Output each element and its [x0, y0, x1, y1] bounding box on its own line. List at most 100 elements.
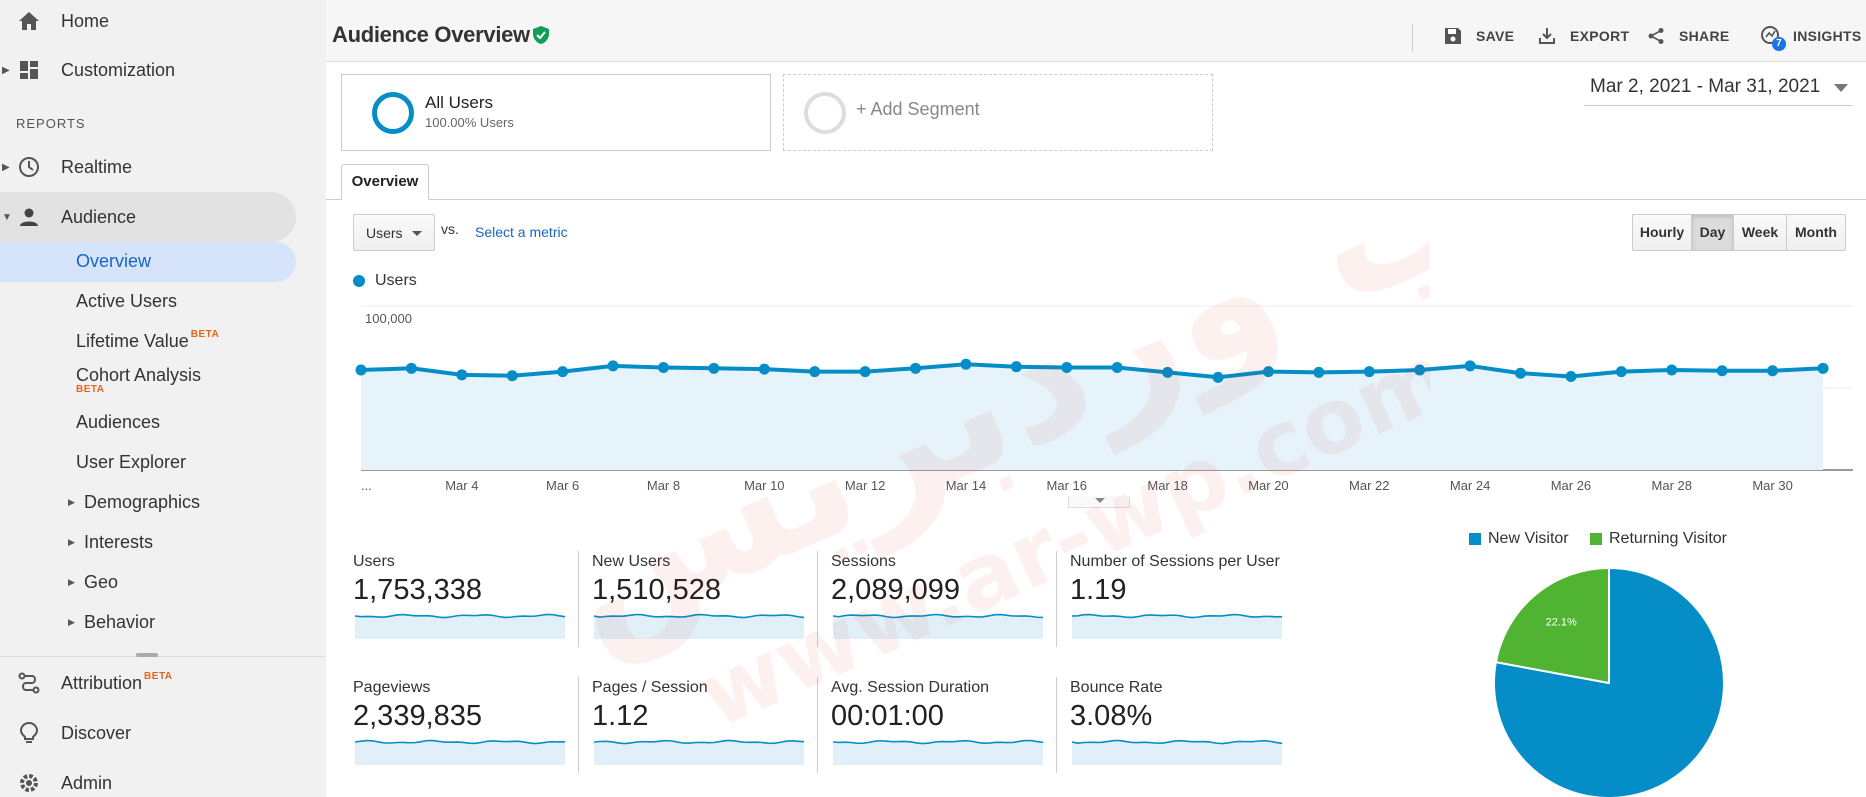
share-icon [1648, 28, 1664, 44]
legend-swatch [1590, 533, 1602, 545]
scorecard-label: New Users [592, 553, 671, 570]
tab-overview[interactable]: Overview [341, 164, 429, 200]
data-point[interactable] [809, 366, 821, 378]
pie-value-label: 22.1% [1546, 617, 1577, 629]
scorecard-sparkline [1072, 613, 1283, 639]
data-point[interactable] [1162, 366, 1174, 378]
data-point[interactable] [1565, 371, 1577, 383]
select-metric-link[interactable]: Select a metric [475, 224, 568, 240]
tab-divider [326, 199, 1866, 200]
data-point[interactable] [1414, 364, 1426, 376]
sidebar-scroll-handle[interactable] [136, 653, 158, 657]
scorecard-value: 2,339,835 [353, 700, 483, 732]
scorecard: Users 1,753,338 [353, 553, 585, 653]
save-button[interactable]: SAVE [1444, 22, 1514, 50]
segment-all-users[interactable]: All Users 100.00% Users [341, 74, 771, 151]
chart-collapse-toggle[interactable] [1068, 496, 1130, 508]
granularity-month-button[interactable]: Month [1786, 214, 1846, 251]
data-point[interactable] [657, 362, 669, 373]
data-point[interactable] [1464, 360, 1476, 372]
data-point[interactable] [708, 362, 720, 374]
sidebar-active-group [0, 192, 296, 242]
x-tick-label: Mar 4 [445, 478, 478, 493]
scorecard-sparkline [355, 613, 566, 639]
scorecard-label: Bounce Rate [1070, 679, 1163, 696]
data-point[interactable] [960, 358, 972, 370]
x-tick-label: Mar 24 [1450, 478, 1490, 493]
data-point[interactable] [1817, 362, 1829, 374]
scorecard-divider [1056, 677, 1057, 773]
sidebar-item-overview[interactable]: Overview [76, 251, 152, 271]
insights-button[interactable]: 7 INSIGHTS [1760, 22, 1862, 51]
header-divider [1412, 24, 1413, 52]
sidebar-item-label: Admin [61, 772, 113, 793]
caret-right-icon: ▶ [2, 64, 10, 76]
data-point[interactable] [1716, 365, 1728, 377]
sidebar-item-active-users[interactable]: Active Users [76, 291, 178, 311]
sidebar-item-interests[interactable]: Interests [84, 532, 154, 552]
data-point[interactable] [1262, 366, 1274, 378]
granularity-week-button[interactable]: Week [1733, 214, 1787, 251]
sidebar-item-label: Cohort Analysis [76, 365, 202, 385]
data-point[interactable] [405, 362, 417, 374]
sidebar-item-cohort-analysis[interactable]: Cohort Analysis [76, 365, 201, 386]
y-tick-label: 100,000 [365, 311, 412, 326]
data-point[interactable] [1515, 367, 1527, 379]
data-point[interactable] [1615, 366, 1627, 378]
granularity-hourly-button[interactable]: Hourly [1632, 214, 1692, 251]
shield-check-icon [531, 25, 551, 45]
data-point[interactable] [355, 364, 367, 376]
data-point[interactable] [1313, 366, 1325, 378]
data-point[interactable] [910, 362, 922, 374]
data-point[interactable] [607, 360, 619, 372]
x-tick-label: Mar 12 [845, 478, 885, 493]
x-tick-label: Mar 18 [1147, 478, 1187, 493]
share-button[interactable]: SHARE [1647, 22, 1730, 50]
x-tick-label: Mar 20 [1248, 478, 1288, 493]
data-point[interactable] [1212, 371, 1224, 383]
data-point[interactable] [1767, 365, 1779, 377]
pie-slice[interactable] [1494, 567, 1610, 685]
caret-right-icon: ▶ [68, 577, 75, 587]
segment-name: All Users [425, 93, 494, 112]
data-point[interactable] [456, 369, 468, 381]
scorecard: Pageviews 2,339,835 [353, 679, 585, 779]
sidebar-item-geo[interactable]: Geo [84, 572, 119, 592]
beta-badge: BETA [190, 329, 220, 340]
series-line-users [360, 362, 1824, 380]
date-range-picker[interactable]: Mar 2, 2021 - Mar 31, 2021 [1584, 76, 1852, 106]
x-tick-label: Mar 6 [546, 478, 579, 493]
metric-dropdown[interactable]: Users [353, 214, 435, 251]
sidebar-active-highlight [0, 242, 296, 282]
sidebar-item-behavior[interactable]: Behavior [84, 612, 156, 632]
export-icon [1539, 28, 1555, 44]
data-point[interactable] [1010, 361, 1022, 373]
scorecard: Sessions 2,089,099 [831, 553, 1063, 653]
scorecard: New Users 1,510,528 [592, 553, 824, 653]
attribution-icon [16, 670, 42, 696]
export-button[interactable]: EXPORT [1538, 22, 1629, 50]
add-segment-button[interactable]: + Add Segment [783, 74, 1213, 151]
sidebar-item-demographics[interactable]: Demographics [84, 492, 201, 512]
caret-down-icon: ▼ [2, 211, 12, 223]
data-point[interactable] [1666, 364, 1678, 376]
sidebar-item-user-explorer[interactable]: User Explorer [76, 452, 187, 472]
scorecard-label: Avg. Session Duration [831, 679, 990, 696]
granularity-day-button[interactable]: Day [1691, 214, 1734, 251]
sidebar: Home ▶ Customization REPORTS ▶ Realtime … [0, 0, 326, 797]
sidebar-item-audiences[interactable]: Audiences [76, 412, 161, 432]
data-point[interactable] [506, 370, 518, 382]
sidebar-item-lifetime-value[interactable]: Lifetime Value BETA [76, 329, 220, 352]
scorecard-sparkline [833, 613, 1044, 639]
x-tick-label: Mar 14 [946, 478, 986, 493]
data-point[interactable] [1061, 362, 1073, 373]
scorecard-value: 3.08% [1070, 700, 1153, 732]
pie-legend-new-visitor: New Visitor [1469, 530, 1569, 548]
data-point[interactable] [557, 366, 569, 378]
data-point[interactable] [758, 363, 770, 375]
data-point[interactable] [859, 366, 871, 378]
data-point[interactable] [1363, 366, 1375, 378]
scorecard: Avg. Session Duration 00:01:00 [831, 679, 1063, 779]
data-point[interactable] [1111, 362, 1123, 373]
legend-swatch-users [353, 275, 365, 287]
